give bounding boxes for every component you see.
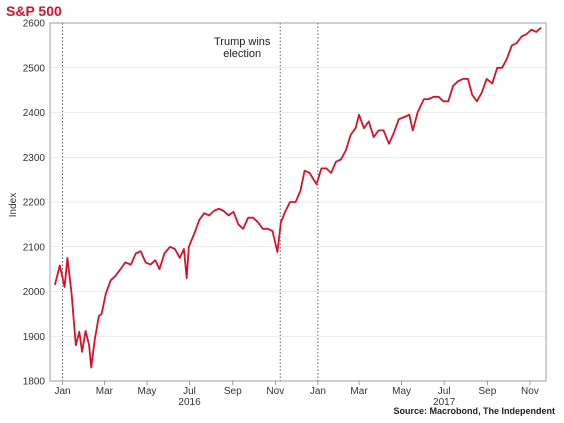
y-tick-label: 2100: [23, 242, 46, 253]
sp500-series-line: [54, 26, 542, 369]
x-tick-label: Jul: [183, 386, 196, 397]
y-tick-label: 1800: [23, 377, 46, 388]
y-tick-label: 2300: [23, 153, 46, 164]
x-tick-label: Mar: [96, 386, 114, 397]
x-tick-label: Jul: [438, 386, 451, 397]
x-tick-labels: Jan Mar May Jul Sep Nov Jan Mar May Jul Sep Nov: [54, 381, 539, 397]
y-tick-label: 2600: [23, 19, 46, 30]
year-labels: 2016 2017: [178, 397, 455, 408]
series-layer: [54, 26, 542, 369]
x-tick-label: May: [138, 386, 157, 397]
event-markers: [62, 23, 319, 381]
chart-title: S&P 500: [6, 3, 62, 19]
x-tick-label: May: [392, 386, 411, 397]
x-tick-label: Nov: [521, 386, 539, 397]
y-tick-labels: 1800 1900 2000 2100 2200 2300 2400 2500 2600: [23, 19, 46, 388]
annotations: Trump wins election: [214, 36, 271, 60]
x-tick-label: Jan: [54, 386, 70, 397]
y-tick-label: 2500: [23, 63, 46, 74]
x-tick-label: Sep: [479, 386, 497, 397]
plot-frame: [49, 22, 547, 382]
x-tick-label: Sep: [224, 386, 242, 397]
annotation-line: Trump wins: [214, 36, 271, 48]
y-tick-label: 1900: [23, 332, 46, 343]
y-tick-label: 2400: [23, 108, 46, 119]
gridlines: [50, 22, 546, 382]
y-tick-label: 2200: [23, 198, 46, 209]
annotation-text: Trump wins election: [214, 36, 271, 60]
y-axis-label: Index: [8, 193, 19, 217]
source-note: Source: Macrobond, The Independent: [393, 406, 555, 416]
year-label: 2016: [178, 397, 201, 408]
x-tick-label: Mar: [350, 386, 368, 397]
x-tick-label: Nov: [266, 386, 284, 397]
x-tick-label: Jan: [310, 386, 326, 397]
y-tick-label: 2000: [23, 287, 46, 298]
year-label: 2017: [433, 397, 456, 408]
annotation-line: election: [223, 48, 261, 60]
